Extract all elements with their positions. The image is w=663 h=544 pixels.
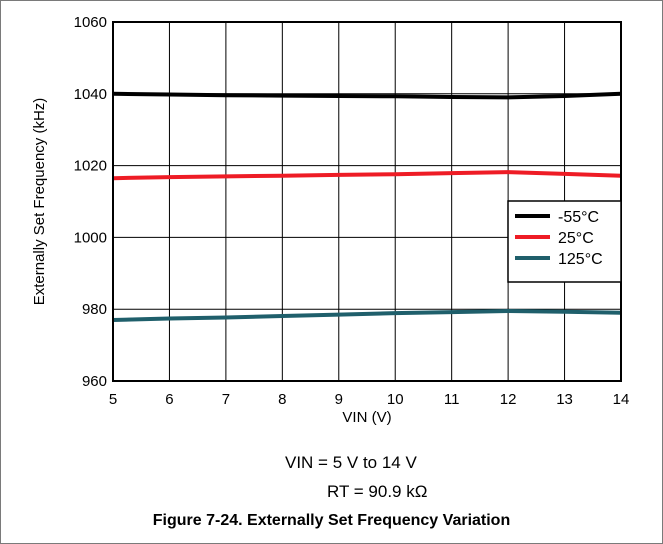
x-tick-label: 5 [109,391,117,408]
y-axis-label: Externally Set Frequency (kHz) [31,98,48,306]
x-axis-label: VIN (V) [342,409,391,426]
line-chart: 5 6 7 8 9 10 11 12 13 14 960 980 1000 1020 1040 1060 V… [31,14,630,426]
x-tick-label: 7 [222,391,230,408]
x-tick-label: 6 [165,391,173,408]
x-tick-label: 8 [278,391,286,408]
legend-label: 25°C [558,230,594,247]
x-tick-label: 12 [500,391,517,408]
y-tick-label: 1060 [74,14,107,31]
figure-caption: Figure 7-24. Externally Set Frequency Va… [152,512,511,529]
x-tick-label: 11 [444,391,460,408]
series-line-1 [112,170,622,181]
legend: -55°C 25°C 125°C [507,200,622,283]
y-tick-labels: 960 980 1000 1020 1040 1060 [74,14,107,390]
y-tick-label: 1040 [74,86,107,103]
series-line-2 [112,309,622,322]
x-tick-label: 10 [387,391,404,408]
series-line-0 [112,91,622,100]
x-tick-label: 13 [556,391,573,408]
series-lines [112,91,622,322]
y-tick-label: 1000 [74,229,107,246]
vin-range-note: VIN = 5 V to 14 V [285,453,417,472]
y-tick-label: 1020 [74,158,107,175]
legend-label: 125°C [558,251,603,268]
legend-label: -55°C [558,209,599,226]
x-tick-labels: 5 6 7 8 9 10 11 12 13 14 [109,391,630,408]
y-tick-label: 980 [82,301,107,318]
y-tick-label: 960 [82,373,107,390]
x-tick-label: 9 [335,391,343,408]
x-tick-label: 14 [613,391,630,408]
rt-value-note: RT = 90.9 kΩ [327,482,428,501]
